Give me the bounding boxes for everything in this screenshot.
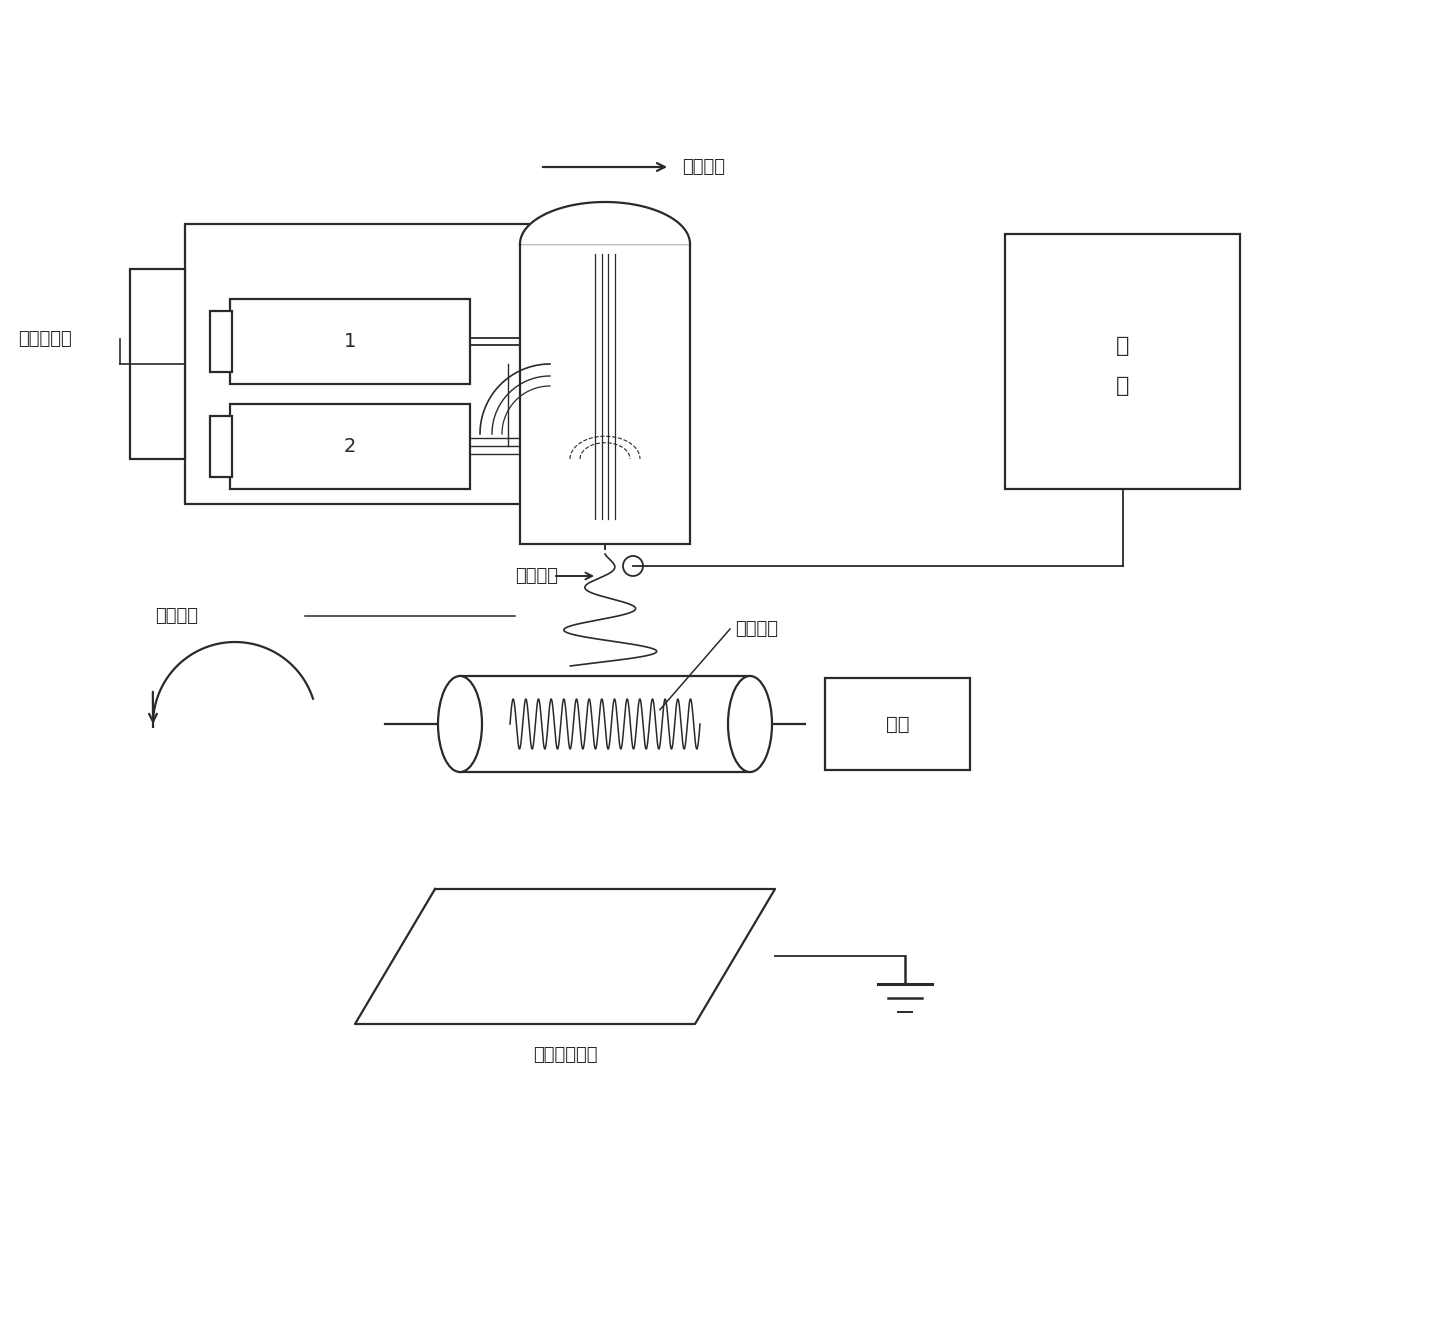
Bar	[520, 245, 691, 544]
Bar	[231, 298, 470, 384]
Text: 2: 2	[344, 437, 357, 456]
Bar	[825, 677, 970, 770]
Bar	[1005, 234, 1240, 489]
Polygon shape	[520, 202, 691, 245]
Text: 压: 压	[1116, 376, 1129, 396]
Text: 电机: 电机	[886, 715, 910, 734]
Bar	[231, 405, 470, 489]
Text: 芯层液体: 芯层液体	[514, 567, 557, 585]
Text: 同轴喷头: 同轴喷头	[155, 607, 198, 625]
Bar	[211, 417, 232, 477]
Ellipse shape	[728, 676, 772, 771]
Text: 接地接收装置: 接地接收装置	[533, 1046, 598, 1064]
Text: 1: 1	[344, 332, 357, 351]
Polygon shape	[355, 888, 775, 1024]
Text: 高: 高	[1116, 336, 1129, 356]
Text: 芯层液体: 芯层液体	[682, 159, 725, 176]
Text: 纳米纤维: 纳米纤维	[735, 620, 778, 638]
Bar	[130, 269, 185, 460]
Bar	[185, 224, 535, 504]
Bar	[211, 310, 232, 372]
Text: 微量注射泵: 微量注射泵	[19, 331, 72, 348]
Ellipse shape	[438, 676, 481, 771]
